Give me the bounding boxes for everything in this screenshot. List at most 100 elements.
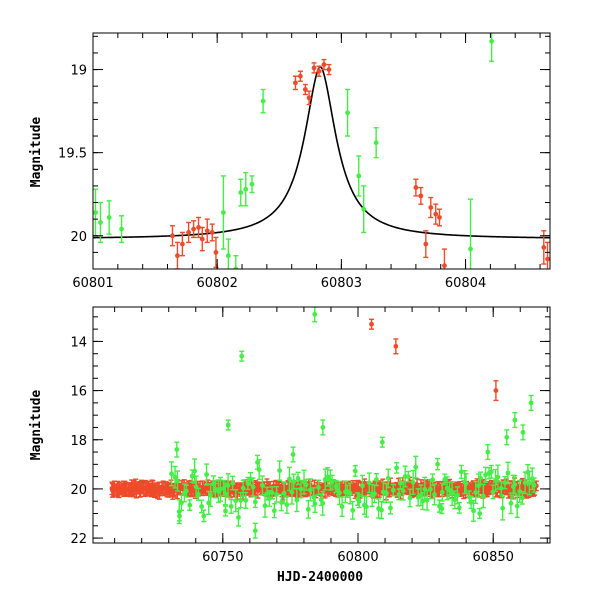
green-point-marker xyxy=(243,497,249,503)
green-point xyxy=(390,483,396,497)
green-point xyxy=(436,499,442,513)
green-point-marker xyxy=(93,210,98,215)
green-point xyxy=(106,200,112,235)
red-point xyxy=(302,83,308,96)
green-point-marker xyxy=(455,492,460,498)
green-point xyxy=(473,480,479,505)
green-point xyxy=(449,480,455,507)
green-point-marker xyxy=(225,253,231,259)
red-point-marker xyxy=(196,225,201,230)
green-point-marker xyxy=(439,506,445,511)
green-point-marker xyxy=(493,478,498,483)
green-point xyxy=(531,477,537,493)
green-point-marker xyxy=(260,98,266,104)
green-point xyxy=(240,479,246,497)
green-point xyxy=(385,468,391,489)
green-point-marker xyxy=(248,476,253,482)
red-point xyxy=(393,338,399,355)
plot-frame xyxy=(92,306,551,544)
green-point xyxy=(256,459,262,481)
red-point-marker xyxy=(145,485,151,490)
red-point-marker xyxy=(180,241,185,247)
green-point-marker xyxy=(250,484,256,490)
red-point-marker xyxy=(115,488,121,494)
green-point-marker xyxy=(119,226,124,232)
green-point-marker xyxy=(208,492,214,498)
green-point-marker xyxy=(468,500,474,505)
red-point-marker xyxy=(127,486,133,492)
green-point xyxy=(177,510,183,522)
red-point xyxy=(436,208,442,227)
red-point-marker xyxy=(418,193,424,199)
green-point-marker xyxy=(519,495,525,501)
red-point-marker xyxy=(493,388,499,393)
x-tick-label: 60800 xyxy=(337,550,378,565)
green-point xyxy=(225,238,231,269)
red-point-marker xyxy=(413,185,419,190)
green-point xyxy=(514,494,520,519)
green-point-marker xyxy=(505,470,511,476)
green-point-marker xyxy=(204,472,210,477)
green-point xyxy=(468,495,474,510)
red-point xyxy=(204,218,210,244)
red-point-marker xyxy=(393,343,399,349)
green-point-marker xyxy=(413,464,419,470)
green-point xyxy=(172,465,178,489)
green-point-marker xyxy=(284,502,290,508)
green-point-marker xyxy=(174,447,180,452)
red-point-marker xyxy=(151,487,156,493)
green-point-marker xyxy=(98,220,103,225)
green-point xyxy=(252,495,258,509)
green-point-marker xyxy=(228,504,234,509)
green-point-marker xyxy=(456,505,462,511)
green-point-marker xyxy=(320,500,326,506)
red-point xyxy=(145,480,151,495)
green-point xyxy=(528,394,534,411)
green-point xyxy=(373,127,379,159)
zoom-panel-y-axis-label: Magnitude xyxy=(29,117,44,188)
green-point xyxy=(233,255,239,269)
green-point xyxy=(290,446,296,463)
green-point-marker xyxy=(233,266,239,269)
y-tick-label: 20 xyxy=(70,230,87,245)
green-point xyxy=(289,479,295,505)
green-point-marker xyxy=(281,490,287,496)
green-point-marker xyxy=(195,491,201,497)
green-point-marker xyxy=(240,485,246,491)
red-point xyxy=(186,221,192,244)
green-point-marker xyxy=(478,475,483,481)
red-point-marker xyxy=(316,68,322,74)
green-point-marker xyxy=(249,181,255,187)
green-point xyxy=(252,522,258,539)
green-point xyxy=(169,461,175,487)
green-point-marker xyxy=(528,400,534,406)
red-point-marker xyxy=(175,253,180,259)
green-point xyxy=(405,470,411,483)
red-point xyxy=(191,220,197,239)
green-point-marker xyxy=(485,449,491,455)
green-point xyxy=(320,490,326,516)
red-point-marker xyxy=(109,485,115,491)
green-point xyxy=(356,493,362,509)
green-point xyxy=(505,461,511,485)
green-point-marker xyxy=(225,483,231,488)
red-point xyxy=(127,482,133,496)
green-point xyxy=(379,500,385,520)
red-point xyxy=(139,479,145,494)
green-point-marker xyxy=(269,490,275,496)
green-point-marker xyxy=(480,493,486,499)
green-point xyxy=(504,429,510,446)
green-point xyxy=(238,178,244,207)
green-point xyxy=(294,487,300,513)
green-point-marker xyxy=(230,480,236,486)
green-point-marker xyxy=(500,505,506,511)
red-point xyxy=(418,186,424,205)
full-panel-y-axis-label: Magnitude xyxy=(29,390,44,461)
green-point xyxy=(243,491,249,509)
green-point xyxy=(329,474,335,491)
green-point-marker xyxy=(504,434,510,440)
green-point xyxy=(468,198,474,269)
green-point xyxy=(458,464,464,480)
red-point xyxy=(115,484,121,498)
green-point-marker xyxy=(508,500,514,506)
